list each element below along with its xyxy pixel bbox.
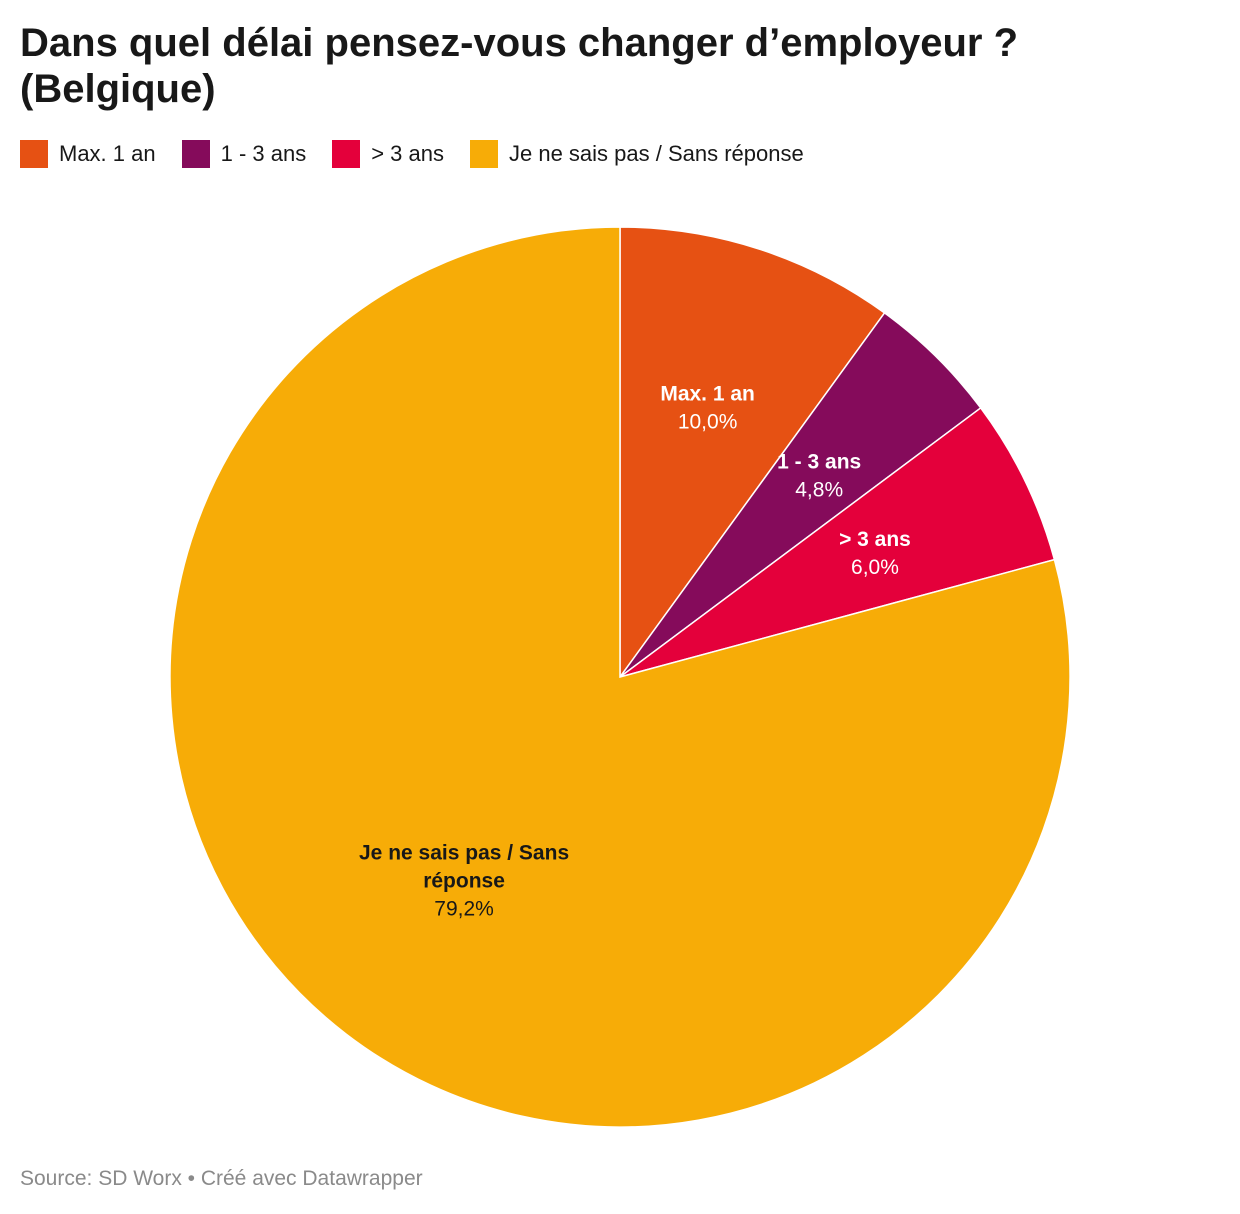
legend-swatch	[20, 140, 48, 168]
slice-name: > 3 ans	[839, 528, 911, 551]
legend-swatch	[181, 140, 210, 168]
pie-slice	[169, 226, 1071, 1128]
legend-label: > 3 ans	[371, 141, 444, 166]
slice-name: réponse	[423, 870, 505, 893]
legend-swatch	[332, 140, 361, 168]
legend-item: Max. 1 an	[20, 140, 156, 168]
slice-value: 6,0%	[851, 556, 899, 579]
slice-name: Max. 1 an	[660, 382, 755, 405]
slice-value: 79,2%	[434, 898, 494, 921]
pie-slice	[619, 226, 886, 680]
slice-label: 1 - 3 ans 4,8%	[777, 450, 861, 501]
slice-name: Je ne sais pas / Sans	[359, 842, 569, 865]
slice-name: 1 - 3 ans	[777, 450, 861, 473]
slice-label: Je ne sais pas / Sans réponse 79,2%	[359, 842, 569, 921]
legend-item: 1 - 3 ans	[181, 140, 307, 168]
chart-title: Dans quel délai pensez-vous changer d’em…	[20, 21, 1019, 111]
slice-value: 4,8%	[795, 478, 843, 501]
legend-item: Je ne sais pas / Sans réponse	[470, 140, 804, 168]
slice-label: Max. 1 an 10,0%	[660, 382, 755, 433]
slice-value: 10,0%	[678, 410, 738, 433]
source-note: Source: SD Worx • Créé avec Datawrapper	[20, 1167, 423, 1190]
legend-item: > 3 ans	[332, 140, 444, 168]
slice-label: > 3 ans 6,0%	[839, 528, 911, 579]
legend-label: Max. 1 an	[59, 141, 156, 166]
pie-slice	[619, 406, 1056, 678]
legend-swatch	[470, 140, 498, 168]
legend-label: Je ne sais pas / Sans réponse	[509, 141, 804, 166]
legend: Max. 1 an 1 - 3 ans > 3 ans Je ne sais pas …	[20, 140, 830, 168]
legend-label: 1 - 3 ans	[220, 141, 307, 166]
